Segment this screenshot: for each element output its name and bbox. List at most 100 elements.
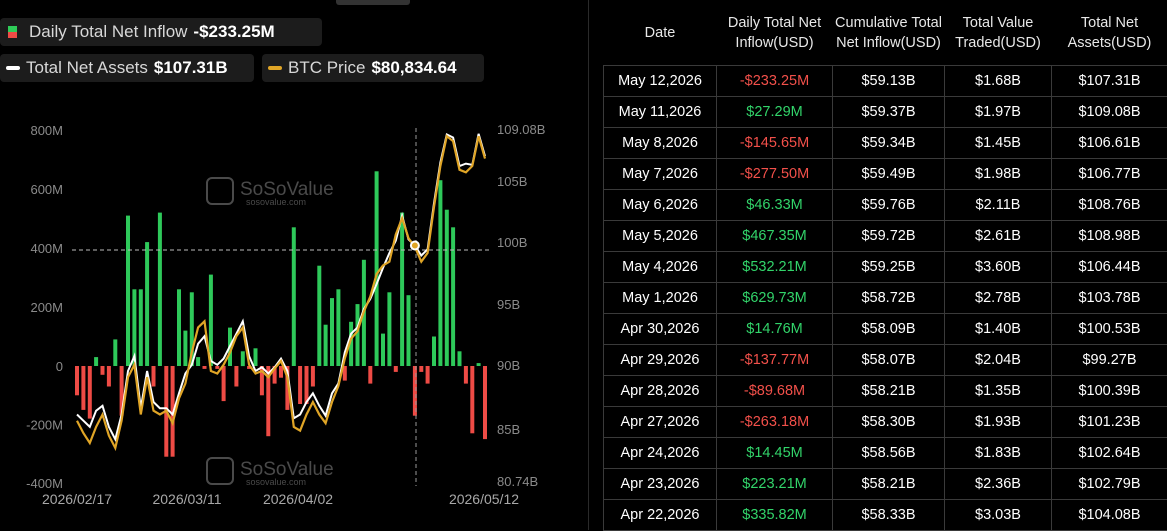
inflow-bar[interactable] <box>152 366 156 387</box>
inflow-bar[interactable] <box>381 334 385 366</box>
inflow-bar[interactable] <box>88 366 92 419</box>
cell-net-assets: $108.76B <box>1052 190 1167 221</box>
inflow-bar[interactable] <box>215 366 219 369</box>
inflow-bar[interactable] <box>470 366 474 433</box>
header-date[interactable]: Date <box>604 0 717 66</box>
cell-value-traded: $2.61B <box>945 221 1052 252</box>
inflow-bar[interactable] <box>305 366 309 404</box>
header-value-traded[interactable]: Total Value Traded(USD) <box>945 0 1052 66</box>
cell-net-assets: $102.79B <box>1052 469 1167 500</box>
y-left-tick-label: 200M <box>30 300 63 315</box>
inflow-bar[interactable] <box>432 337 436 367</box>
inflow-bar[interactable] <box>298 366 302 404</box>
table-row[interactable]: May 4,2026$532.21M$59.25B$3.60B$106.44B <box>604 252 1167 283</box>
cell-net-assets: $99.27B <box>1052 345 1167 376</box>
inflow-chart[interactable]: SoSoValue sosovalue.com SoSoValue sosova… <box>0 0 588 530</box>
table-row[interactable]: May 6,2026$46.33M$59.76B$2.11B$108.76B <box>604 190 1167 221</box>
inflow-bar[interactable] <box>279 366 283 378</box>
inflow-bar[interactable] <box>317 266 321 366</box>
inflow-bar[interactable] <box>107 366 111 387</box>
inflow-bar[interactable] <box>81 366 85 410</box>
table-row[interactable]: Apr 24,2026$14.45M$58.56B$1.83B$102.64B <box>604 438 1167 469</box>
cell-date: Apr 22,2026 <box>604 500 717 531</box>
inflow-bar[interactable] <box>158 213 162 366</box>
inflow-bar[interactable] <box>368 366 372 384</box>
inflow-bar[interactable] <box>222 366 226 401</box>
inflow-bar[interactable] <box>336 289 340 366</box>
cell-value-traded: $1.93B <box>945 407 1052 438</box>
cell-value-traded: $3.03B <box>945 500 1052 531</box>
table-row[interactable]: May 11,2026$27.29M$59.37B$1.97B$109.08B <box>604 97 1167 128</box>
table-row[interactable]: Apr 28,2026-$89.68M$58.21B$1.35B$100.39B <box>604 376 1167 407</box>
table-row[interactable]: May 5,2026$467.35M$59.72B$2.61B$108.98B <box>604 221 1167 252</box>
inflow-bar[interactable] <box>126 216 130 366</box>
inflow-bar[interactable] <box>113 339 117 366</box>
cell-net-assets: $107.31B <box>1052 66 1167 97</box>
table-row[interactable]: May 1,2026$629.73M$58.72B$2.78B$103.78B <box>604 283 1167 314</box>
cell-date: May 11,2026 <box>604 97 717 128</box>
table-row[interactable]: May 12,2026-$233.25M$59.13B$1.68B$107.31… <box>604 66 1167 97</box>
inflow-bar[interactable] <box>407 295 411 366</box>
table-row[interactable]: Apr 29,2026-$137.77M$58.07B$2.04B$99.27B <box>604 345 1167 376</box>
inflow-bar[interactable] <box>75 366 79 395</box>
inflow-bar[interactable] <box>375 171 379 366</box>
cell-value-traded: $2.11B <box>945 190 1052 221</box>
inflow-bar[interactable] <box>356 304 360 366</box>
inflow-bar[interactable] <box>445 210 449 366</box>
cell-value-traded: $1.35B <box>945 376 1052 407</box>
cell-date: May 12,2026 <box>604 66 717 97</box>
cell-date: May 1,2026 <box>604 283 717 314</box>
inflow-bar[interactable] <box>400 213 404 366</box>
inflow-bar[interactable] <box>464 366 468 384</box>
inflow-bar[interactable] <box>426 366 430 384</box>
inflow-bar[interactable] <box>477 363 481 366</box>
cell-date: May 5,2026 <box>604 221 717 252</box>
inflow-bar[interactable] <box>234 366 238 387</box>
table-row[interactable]: May 7,2026-$277.50M$59.49B$1.98B$106.77B <box>604 159 1167 190</box>
inflow-bar[interactable] <box>311 366 315 387</box>
table-row[interactable]: May 8,2026-$145.65M$59.34B$1.45B$106.61B <box>604 128 1167 159</box>
inflow-bar[interactable] <box>183 331 187 366</box>
cell-daily-inflow: $335.82M <box>717 500 833 531</box>
inflow-bar[interactable] <box>483 366 487 439</box>
inflow-bar[interactable] <box>387 292 391 366</box>
table-row[interactable]: Apr 27,2026-$263.18M$58.30B$1.93B$101.23… <box>604 407 1167 438</box>
header-daily-inflow[interactable]: Daily Total Net Inflow(USD) <box>717 0 833 66</box>
table-row[interactable]: Apr 23,2026$223.21M$58.21B$2.36B$102.79B <box>604 469 1167 500</box>
cell-date: May 4,2026 <box>604 252 717 283</box>
inflow-bar[interactable] <box>254 348 258 366</box>
cell-daily-inflow: $629.73M <box>717 283 833 314</box>
x-tick-label: 2026/05/12 <box>449 491 519 507</box>
inflow-bar[interactable] <box>145 242 149 366</box>
inflow-bar[interactable] <box>324 325 328 366</box>
inflow-bar[interactable] <box>394 366 398 372</box>
cell-daily-inflow: $223.21M <box>717 469 833 500</box>
inflow-bar[interactable] <box>101 366 105 375</box>
table-row[interactable]: Apr 30,2026$14.76M$58.09B$1.40B$100.53B <box>604 314 1167 345</box>
panel-divider <box>588 0 589 530</box>
inflow-bar[interactable] <box>458 351 462 366</box>
inflow-bar[interactable] <box>330 298 334 366</box>
cell-value-traded: $1.97B <box>945 97 1052 128</box>
inflow-bar[interactable] <box>451 227 455 366</box>
cell-value-traded: $1.40B <box>945 314 1052 345</box>
inflow-bar[interactable] <box>292 227 296 366</box>
inflow-bar[interactable] <box>139 289 143 366</box>
inflow-bar[interactable] <box>419 366 423 372</box>
cell-net-assets: $109.08B <box>1052 97 1167 128</box>
header-cumulative-inflow[interactable]: Cumulative Total Net Inflow(USD) <box>833 0 945 66</box>
header-net-assets[interactable]: Total Net Assets(USD) <box>1052 0 1167 66</box>
x-tick-label: 2026/04/02 <box>263 491 333 507</box>
x-tick-label: 2026/03/11 <box>152 491 221 507</box>
svg-text:sosovalue.com: sosovalue.com <box>246 477 306 487</box>
inflow-bar[interactable] <box>241 351 245 366</box>
inflow-bar[interactable] <box>94 357 98 366</box>
inflow-bar[interactable] <box>203 366 207 369</box>
inflow-bar[interactable] <box>438 180 442 366</box>
cell-net-assets: $102.64B <box>1052 438 1167 469</box>
table-row[interactable]: Apr 22,2026$335.82M$58.33B$3.03B$104.08B <box>604 500 1167 531</box>
cell-daily-inflow: -$233.25M <box>717 66 833 97</box>
inflow-bar[interactable] <box>177 289 181 366</box>
inflow-bar[interactable] <box>196 357 200 366</box>
cell-date: May 7,2026 <box>604 159 717 190</box>
